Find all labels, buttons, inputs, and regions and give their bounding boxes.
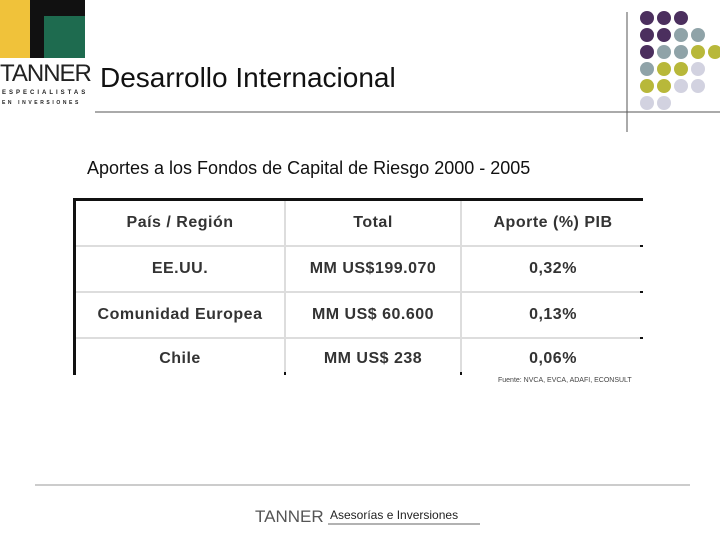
footer-text: Asesorías e Inversiones xyxy=(330,508,459,522)
table-cell: 0,13% xyxy=(462,293,644,337)
table-cell: EE.UU. xyxy=(76,247,284,291)
table-cell: 0,32% xyxy=(462,247,644,291)
source-note: Fuente: NVCA, EVCA, ADAFI, ECONSULT xyxy=(498,377,632,384)
logo-yellow xyxy=(0,0,30,58)
column-header: País / Región xyxy=(76,201,284,245)
table-cell: MM US$ 60.600 xyxy=(286,293,460,337)
table-cell: MM US$199.070 xyxy=(286,247,460,291)
table-cell: 0,06% xyxy=(462,339,644,378)
column-header: Total xyxy=(286,201,460,245)
logo-tagline: ESPECIALISTAS xyxy=(2,90,89,96)
logo-green xyxy=(44,16,85,58)
slide-title: Desarrollo Internacional xyxy=(100,62,396,93)
table-cell: MM US$ 238 xyxy=(286,339,460,378)
logo-name: TANNER xyxy=(0,60,92,87)
column-header: Aporte (%) PIB xyxy=(462,201,644,245)
dot-grid xyxy=(640,11,720,110)
subtitle: Aportes a los Fondos de Capital de Riesg… xyxy=(87,158,531,178)
logo-tagline: EN INVERSIONES xyxy=(2,100,81,106)
data-table: País / Región Total Aporte (%) PIB EE.UU. MM… xyxy=(73,198,644,378)
table-cell: Chile xyxy=(76,339,284,378)
table-cell: Comunidad Europea xyxy=(76,293,284,337)
footer-brand: TANNER xyxy=(255,507,324,526)
logo-black-top xyxy=(30,0,85,16)
